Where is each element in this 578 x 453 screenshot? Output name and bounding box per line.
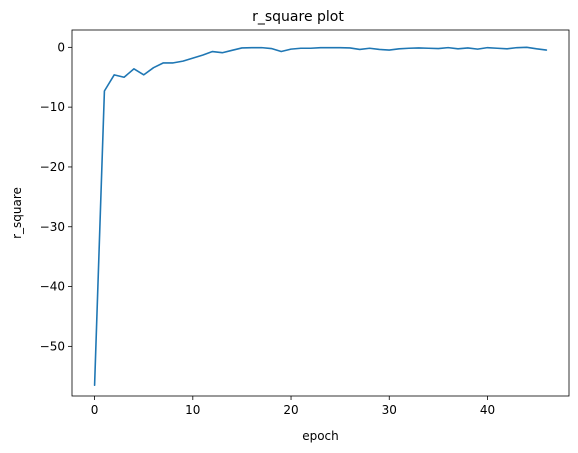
y-tick-label: −40 bbox=[40, 280, 65, 294]
y-axis-ticks: 0 −10 −20 −30 −40 −50 bbox=[40, 40, 72, 353]
plot-frame bbox=[71, 29, 570, 397]
chart-title: r_square plot bbox=[252, 9, 344, 25]
x-tick-label: 0 bbox=[91, 403, 99, 417]
series-layer bbox=[93, 46, 548, 387]
x-tick-label: 40 bbox=[480, 403, 495, 417]
y-tick-label: −10 bbox=[40, 100, 65, 114]
x-axis-label: epoch bbox=[302, 429, 339, 443]
y-tick-label: −50 bbox=[40, 339, 65, 353]
x-axis-ticks: 0 10 20 30 40 bbox=[91, 396, 495, 417]
series-line bbox=[93, 46, 548, 387]
y-tick-label: −30 bbox=[40, 220, 65, 234]
x-tick-label: 10 bbox=[185, 403, 200, 417]
x-tick-label: 30 bbox=[382, 403, 397, 417]
x-tick-label: 20 bbox=[283, 403, 298, 417]
y-tick-label: −20 bbox=[40, 160, 65, 174]
y-axis-label: r_square bbox=[10, 187, 24, 239]
y-tick-label: 0 bbox=[57, 40, 65, 54]
